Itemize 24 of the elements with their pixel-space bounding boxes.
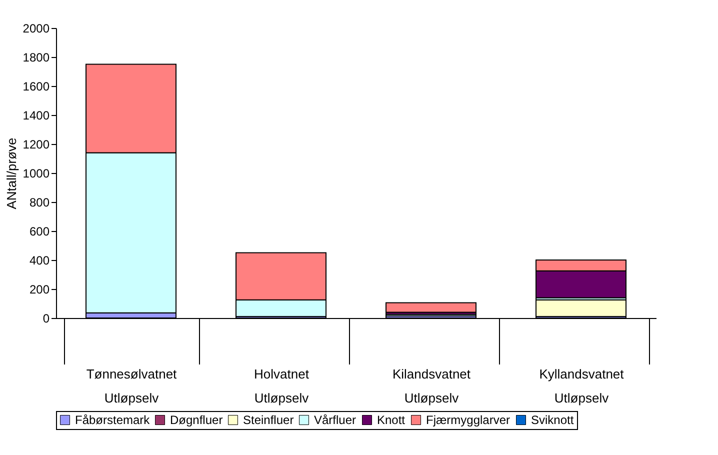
legend-label: Vårfluer: [314, 413, 356, 427]
legend-label: Steinfluer: [243, 413, 294, 427]
y-tick-label: 1600: [22, 80, 50, 94]
x-tick-label: Kyllandsvatnet Utløpselv: [539, 366, 624, 406]
legend-label: Knott: [377, 413, 406, 427]
legend-label: Fåbørstemark: [75, 413, 151, 427]
y-tick-label: 200: [29, 282, 50, 296]
y-tick-label: 1400: [22, 108, 50, 122]
y-tick-label: 600: [29, 224, 50, 238]
legend-label: Sviknott: [531, 413, 574, 427]
legend-label: Fjærmygglarver: [426, 413, 510, 427]
x-tick-label: Tønnesølvatnet Utløpselv: [86, 366, 178, 406]
y-tick-label: 1000: [22, 166, 50, 180]
x-tick-label: Holvatnet Utløpselv: [254, 366, 310, 406]
y-tick-label: 400: [29, 254, 50, 268]
legend-label: Døgnfluer: [170, 413, 223, 427]
y-tick-label: 2000: [22, 22, 50, 36]
y-tick-label: 0: [42, 312, 50, 326]
x-tick-label: Kilandsvatnet Utløpselv: [392, 366, 471, 406]
y-tick-label: 800: [29, 196, 50, 210]
y-tick-label: 1800: [22, 50, 50, 64]
bar: [386, 302, 476, 313]
y-axis-title: ANtall/prøve: [4, 138, 19, 210]
y-tick-label: 1200: [22, 138, 50, 152]
